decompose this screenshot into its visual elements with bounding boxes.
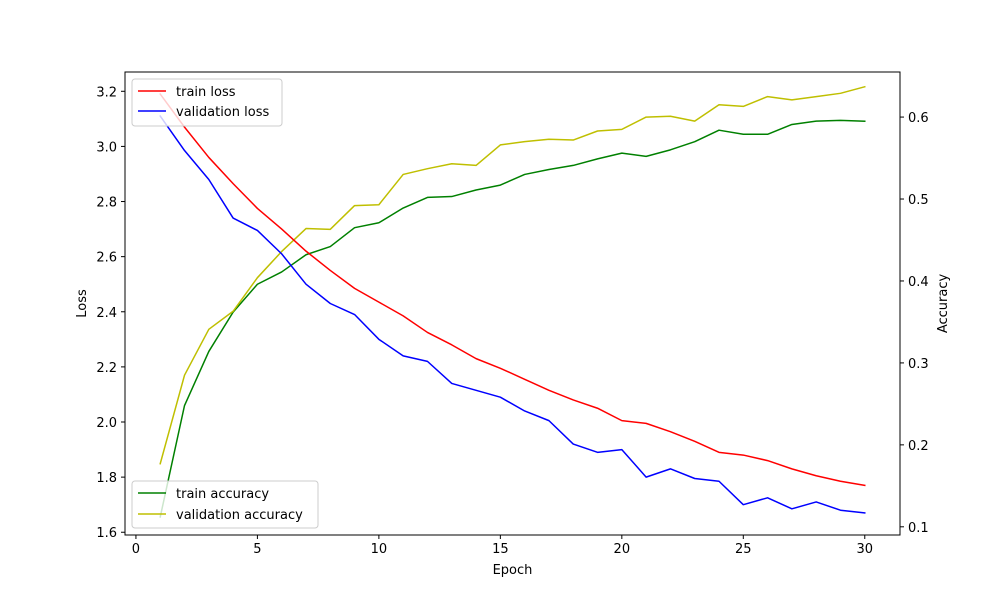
y-left-tick-label-1.8: 1.8: [96, 471, 117, 486]
series-line-validation-loss: [159, 115, 866, 514]
axis-layer: 0 5 10 15 20 25 30 1.6 1.8 2.0 2.2 2.4 2.6 2.8 3.0 3.2 0…: [96, 85, 928, 557]
series-line-train-accuracy: [159, 119, 866, 518]
y-left-tick-label-2.4: 2.4: [96, 306, 117, 321]
x-tick-label-25: 25: [735, 542, 752, 557]
x-tick-label-20: 20: [614, 542, 631, 557]
legend-label-validation-accuracy: validation accuracy: [176, 508, 303, 523]
y-axis-right-title: Accuracy: [936, 274, 951, 334]
legend-loss: train loss validation loss: [131, 78, 283, 127]
series-layer: [159, 85, 866, 518]
y-right-tick-label-0.3: 0.3: [908, 357, 929, 372]
y-left-tick-label-2.8: 2.8: [96, 196, 117, 211]
y-left-tick-label-1.6: 1.6: [96, 526, 117, 541]
plot-area: [125, 72, 900, 535]
legend-label-train-accuracy: train accuracy: [176, 487, 269, 502]
y-right-tick-label-0.2: 0.2: [908, 439, 929, 454]
x-tick-label-30: 30: [856, 542, 873, 557]
legend-loss-box: [131, 78, 283, 127]
legend-label-validation-loss: validation loss: [176, 105, 269, 120]
x-tick-label-0: 0: [132, 542, 140, 557]
x-tick-label-15: 15: [492, 542, 509, 557]
y-left-tick-label-3.0: 3.0: [96, 140, 117, 155]
x-tick-label-10: 10: [371, 542, 388, 557]
y-right-tick-label-0.4: 0.4: [908, 275, 929, 290]
y-right-tick-label-0.5: 0.5: [908, 193, 929, 208]
series-line-train-loss: [159, 93, 866, 487]
y-left-tick-label-2.6: 2.6: [96, 251, 117, 266]
legend-accuracy-box: [131, 480, 319, 529]
y-axis-left-title: Loss: [75, 289, 90, 318]
legend-label-train-loss: train loss: [176, 85, 236, 100]
x-axis-title: Epoch: [493, 563, 533, 578]
series-line-validation-accuracy: [159, 85, 866, 465]
y-left-tick-label-2.0: 2.0: [96, 416, 117, 431]
x-tick-label-5: 5: [253, 542, 261, 557]
legend-accuracy: train accuracy validation accuracy: [131, 480, 319, 529]
y-right-tick-label-0.1: 0.1: [908, 521, 929, 536]
y-right-tick-label-0.6: 0.6: [908, 111, 929, 126]
y-left-tick-label-2.2: 2.2: [96, 361, 117, 376]
y-left-tick-label-3.2: 3.2: [96, 85, 117, 100]
plot-frame: [124, 71, 901, 536]
